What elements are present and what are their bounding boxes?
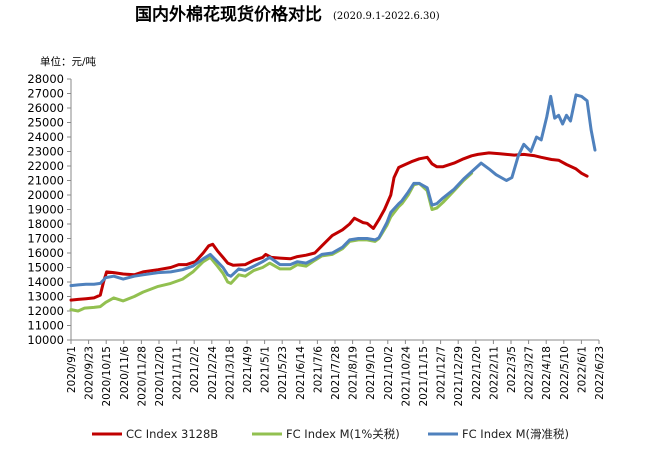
legend-label-1: CC Index 3128B — [126, 427, 218, 441]
x-tick-label: 2021/6/14 — [295, 346, 307, 400]
x-tick-label: 2022/3/27 — [524, 346, 536, 400]
x-tick-label: 2022/4/18 — [541, 346, 553, 400]
x-tick-label: 2022/6/23 — [594, 346, 606, 400]
y-tick-label: 19000 — [27, 203, 64, 217]
y-tick-label: 23000 — [27, 145, 64, 159]
x-tick-label: 2020/12/20 — [154, 346, 166, 407]
y-tick-label: 25000 — [27, 116, 64, 130]
x-tick-label: 2021/4/9 — [242, 346, 254, 393]
x-tick-label: 2022/3/5 — [506, 346, 518, 393]
y-tick-label: 22000 — [27, 159, 64, 173]
x-tick-label: 2021/12/29 — [453, 346, 465, 407]
x-tick-label: 2021/12/7 — [436, 346, 448, 400]
x-tick-label: 2021/10/24 — [400, 346, 412, 407]
axes: 1000011000120001300014000150001600017000… — [27, 72, 606, 407]
x-tick-label: 2021/11/15 — [418, 346, 430, 407]
y-tick-label: 18000 — [27, 217, 64, 231]
x-tick-label: 2022/6/1 — [576, 346, 588, 393]
x-tick-label: 2021/3/18 — [224, 346, 236, 400]
series-line-3 — [69, 93, 597, 288]
y-tick-label: 16000 — [27, 246, 64, 260]
y-tick-label: 27000 — [27, 87, 64, 101]
x-tick-label: 2021/7/28 — [330, 346, 342, 400]
y-tick-label: 24000 — [27, 130, 64, 144]
y-tick-label: 20000 — [27, 188, 64, 202]
series-line-1 — [69, 151, 589, 302]
x-tick-label: 2021/2/24 — [207, 346, 219, 400]
x-tick-label: 2021/5/1 — [260, 346, 272, 393]
x-tick-label: 2020/10/15 — [101, 346, 113, 407]
y-tick-label: 15000 — [27, 261, 64, 275]
chart-title: 国内外棉花现货价格对比 — [135, 4, 322, 25]
y-tick-label: 10000 — [27, 333, 64, 347]
x-tick-label: 2022/5/10 — [559, 346, 571, 400]
legend-label-2: FC Index M(1%关税) — [286, 427, 400, 441]
y-tick-label: 26000 — [27, 101, 64, 115]
y-tick-label: 12000 — [27, 304, 64, 318]
x-tick-label: 2020/11/28 — [136, 346, 148, 407]
x-tick-label: 2021/1/11 — [172, 346, 184, 400]
y-tick-label: 13000 — [27, 290, 64, 304]
x-tick-label: 2022/2/11 — [488, 346, 500, 400]
x-tick-label: 2021/9/10 — [365, 346, 377, 400]
chart-title-note: (2020.9.1-2022.6.30) — [333, 11, 440, 22]
legend: CC Index 3128B FC Index M(1%关税) FC Index M… — [92, 427, 569, 441]
y-tick-label: 28000 — [27, 72, 64, 86]
legend-label-3: FC Index M(滑准税) — [462, 427, 569, 441]
x-tick-label: 2020/9/1 — [66, 346, 78, 393]
y-tick-label: 14000 — [27, 275, 64, 289]
x-tick-label: 2021/8/19 — [348, 346, 360, 400]
x-tick-label: 2020/9/23 — [84, 346, 96, 400]
x-tick-label: 2021/5/23 — [277, 346, 289, 400]
x-tick-label: 2021/10/2 — [383, 346, 395, 400]
y-tick-label: 11000 — [27, 319, 64, 333]
x-tick-label: 2021/7/6 — [312, 346, 324, 393]
unit-label: 单位：元/吨 — [40, 55, 97, 68]
y-tick-label: 17000 — [27, 232, 64, 246]
y-tick-label: 21000 — [27, 174, 64, 188]
series-layer — [69, 93, 597, 313]
x-tick-label: 2020/11/6 — [119, 346, 131, 400]
x-tick-label: 2022/1/20 — [471, 346, 483, 400]
series-line-2 — [69, 171, 474, 313]
x-tick-label: 2021/2/2 — [189, 346, 201, 393]
